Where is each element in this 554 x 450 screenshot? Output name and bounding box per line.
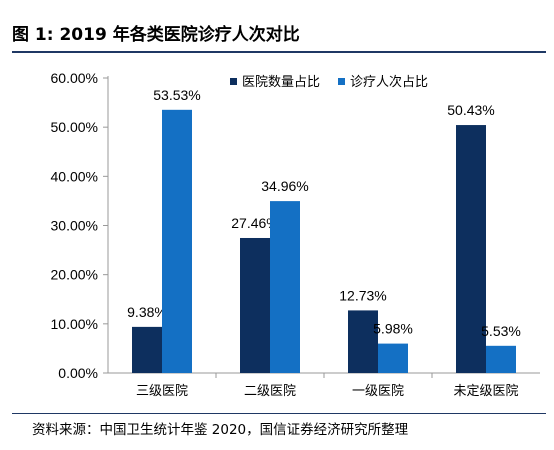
source-note: 资料来源：中国卫生统计年鉴 2020，国信证券经济研究所整理 [32,422,409,438]
bar-chart: 0.00% 10.00% 20.00% 30.00% 40.00% 50.00% 60.00… [51,70,540,398]
data-label: 5.53% [481,323,521,339]
data-label: 50.43% [447,102,494,118]
legend-label: 诊疗人次占比 [350,74,428,89]
y-tick-label: 0.00% [58,365,98,381]
y-tick-label: 20.00% [51,267,98,283]
y-tick-label: 30.00% [51,218,98,234]
data-label: 9.38% [127,304,167,320]
legend-swatch [230,78,237,85]
x-tick-label: 二级医院 [244,383,296,398]
y-tick-label: 40.00% [51,168,98,184]
data-label: 27.46% [231,215,278,231]
data-label: 5.98% [373,321,413,337]
bar [132,326,162,373]
bar [270,201,300,373]
data-label: 34.96% [261,178,308,194]
bar [486,345,516,373]
x-tick-label: 未定级医院 [453,383,518,398]
x-tick-label: 三级医院 [136,383,188,398]
bar [240,237,270,373]
bar [348,310,378,373]
bar [456,125,486,374]
y-tick-label: 10.00% [51,316,98,332]
legend-swatch [338,78,345,85]
title-rule [12,51,546,53]
bar [378,343,408,373]
data-label: 53.53% [153,87,200,103]
legend-label: 医院数量占比 [242,74,320,89]
x-tick-label: 一级医院 [352,383,404,398]
y-tick-label: 60.00% [51,70,98,86]
bar [162,109,192,373]
data-label: 12.73% [339,287,386,303]
source-rule [12,413,546,414]
chart-title: 图 1: 2019 年各类医院诊疗人次对比 [12,25,300,45]
y-tick-label: 50.00% [51,119,98,135]
